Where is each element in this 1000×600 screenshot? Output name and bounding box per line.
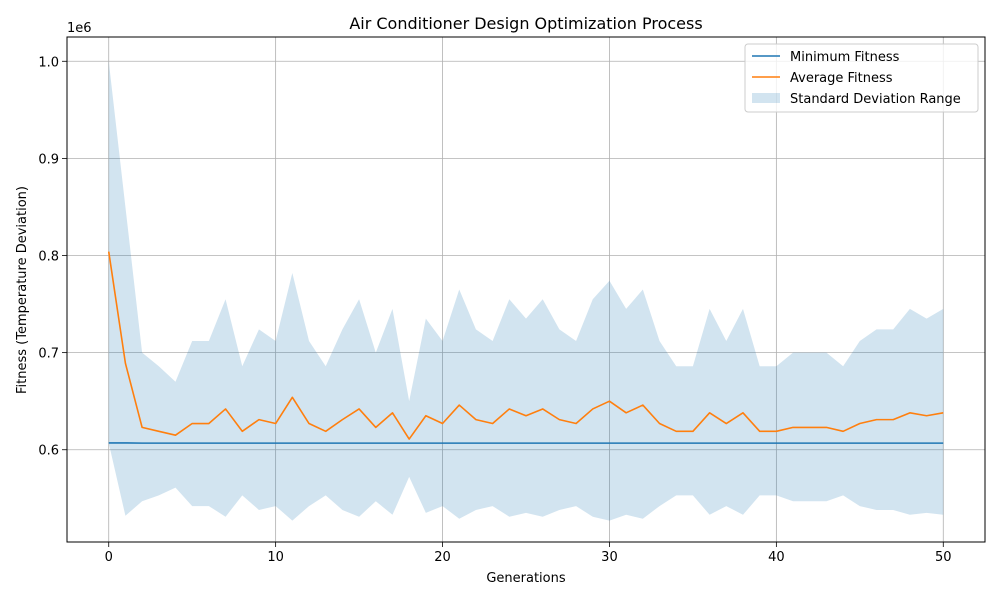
x-tick-label: 50 [935, 550, 952, 565]
y-tick-label: 0.8 [38, 250, 59, 265]
series-line-average-fitness [107, 251, 944, 440]
x-tick-label: 0 [105, 550, 113, 565]
legend: Minimum Fitness Average Fitness Standard… [744, 43, 979, 113]
chart-title: Air Conditioner Design Optimization Proc… [349, 14, 702, 33]
legend-label-std-band: Standard Deviation Range [790, 92, 961, 107]
y-tick-label: 0.7 [38, 347, 59, 362]
x-axis-ticks: 0 10 20 30 40 50 [105, 542, 952, 565]
std-band-layer [108, 61, 944, 521]
legend-swatch-std-band [752, 93, 780, 103]
series-lines [107, 251, 944, 444]
y-offset-label: 1e6 [67, 21, 92, 36]
x-tick-label: 30 [601, 550, 618, 565]
plot-frame [66, 36, 986, 543]
y-tick-label: 0.6 [38, 444, 59, 459]
y-tick-label: 0.9 [38, 152, 59, 167]
x-axis-label: Generations [486, 571, 566, 586]
y-axis-label: Fitness (Temperature Deviation) [15, 186, 30, 394]
std-deviation-band [108, 61, 944, 521]
legend-label-minimum: Minimum Fitness [790, 50, 900, 65]
legend-box [744, 43, 979, 113]
legend-label-average: Average Fitness [790, 71, 893, 86]
y-tick-label: 1.0 [38, 55, 59, 70]
x-tick-label: 10 [267, 550, 284, 565]
x-tick-label: 20 [434, 550, 451, 565]
y-axis-ticks: 0.6 0.7 0.8 0.9 1.0 [38, 55, 67, 459]
x-tick-label: 40 [768, 550, 785, 565]
